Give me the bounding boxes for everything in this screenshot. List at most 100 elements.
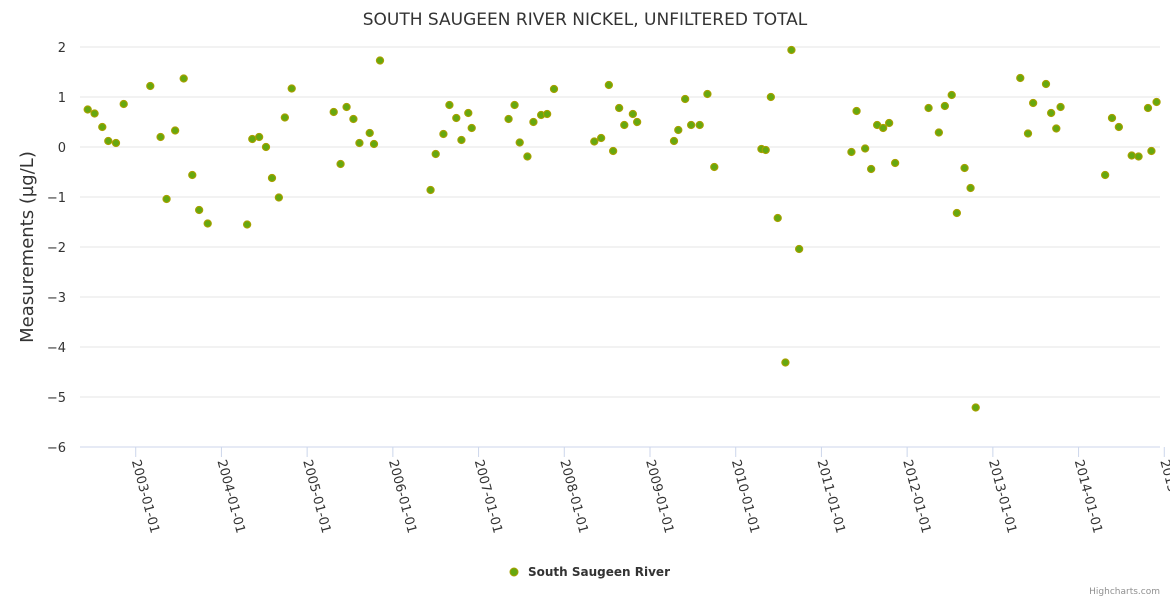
data-point[interactable] xyxy=(104,136,113,146)
data-point[interactable] xyxy=(680,94,690,104)
data-point[interactable] xyxy=(1052,124,1061,133)
data-point[interactable] xyxy=(329,107,338,117)
data-point[interactable] xyxy=(1114,122,1124,132)
data-point[interactable] xyxy=(1107,113,1117,123)
data-point[interactable] xyxy=(884,118,894,128)
data-point[interactable] xyxy=(1143,103,1153,113)
data-point[interactable] xyxy=(1147,146,1156,156)
data-point[interactable] xyxy=(515,138,524,147)
data-point[interactable] xyxy=(628,109,638,119)
data-point[interactable] xyxy=(280,113,290,122)
data-point[interactable] xyxy=(549,84,559,94)
data-point[interactable] xyxy=(542,109,552,119)
data-point[interactable] xyxy=(766,92,776,102)
data-point[interactable] xyxy=(267,173,277,183)
data-point[interactable] xyxy=(261,142,271,152)
data-point[interactable] xyxy=(960,163,969,173)
data-point[interactable] xyxy=(452,113,461,123)
data-point[interactable] xyxy=(194,205,204,215)
data-point[interactable] xyxy=(878,123,888,133)
data-point[interactable] xyxy=(947,90,956,100)
data-point[interactable] xyxy=(590,137,599,146)
data-point[interactable] xyxy=(445,100,454,110)
data-point[interactable] xyxy=(375,56,385,65)
data-point[interactable] xyxy=(604,80,614,90)
data-point[interactable] xyxy=(254,132,264,142)
data-point[interactable] xyxy=(966,183,975,193)
data-point[interactable] xyxy=(242,220,252,229)
data-point[interactable] xyxy=(703,89,712,99)
data-point[interactable] xyxy=(971,403,980,412)
data-point[interactable] xyxy=(761,145,770,155)
data-point[interactable] xyxy=(614,103,624,113)
data-point[interactable] xyxy=(365,128,374,138)
data-point[interactable] xyxy=(934,128,944,137)
data-point[interactable] xyxy=(431,149,440,159)
data-point[interactable] xyxy=(98,122,107,132)
data-point[interactable] xyxy=(111,138,121,148)
data-point[interactable] xyxy=(248,134,257,144)
data-point[interactable] xyxy=(686,120,696,130)
data-point[interactable] xyxy=(847,147,856,157)
data-point[interactable] xyxy=(852,106,861,116)
data-point[interactable] xyxy=(1023,129,1033,138)
data-point[interactable] xyxy=(529,117,538,127)
data-point[interactable] xyxy=(274,193,284,202)
data-point[interactable] xyxy=(890,158,900,168)
data-point[interactable] xyxy=(608,146,618,156)
data-point[interactable] xyxy=(464,108,473,118)
data-point[interactable] xyxy=(1041,79,1051,89)
data-point[interactable] xyxy=(188,170,197,180)
data-point[interactable] xyxy=(203,219,212,228)
data-point[interactable] xyxy=(940,101,950,111)
data-point[interactable] xyxy=(162,194,171,204)
data-point[interactable] xyxy=(426,185,435,195)
data-point[interactable] xyxy=(787,45,796,55)
data-point[interactable] xyxy=(342,102,351,112)
data-point[interactable] xyxy=(510,100,519,110)
data-point[interactable] xyxy=(1028,98,1038,108)
data-point[interactable] xyxy=(287,84,296,93)
legend-item-south-saugeen-river[interactable]: South Saugeen River xyxy=(528,565,670,579)
data-point[interactable] xyxy=(866,164,876,174)
data-point[interactable] xyxy=(90,109,99,118)
data-point[interactable] xyxy=(504,114,513,124)
data-point[interactable] xyxy=(467,123,476,133)
credits-link[interactable]: Highcharts.com xyxy=(1089,587,1160,597)
data-point[interactable] xyxy=(1056,102,1065,112)
data-point[interactable] xyxy=(83,105,92,114)
legend[interactable]: South Saugeen River xyxy=(509,565,670,579)
data-point[interactable] xyxy=(369,139,379,149)
data-point[interactable] xyxy=(1127,151,1136,160)
data-point[interactable] xyxy=(669,136,679,146)
data-point[interactable] xyxy=(620,120,629,130)
data-point[interactable] xyxy=(439,129,448,139)
data-point[interactable] xyxy=(146,81,155,91)
data-point[interactable] xyxy=(457,135,466,145)
data-point[interactable] xyxy=(1046,108,1056,118)
data-point[interactable] xyxy=(1100,170,1110,180)
data-point[interactable] xyxy=(1134,152,1143,161)
data-point[interactable] xyxy=(119,99,128,109)
data-point[interactable] xyxy=(156,132,165,142)
data-point[interactable] xyxy=(695,120,704,130)
data-point[interactable] xyxy=(355,138,364,148)
data-point[interactable] xyxy=(1016,73,1025,83)
data-point[interactable] xyxy=(523,152,532,161)
data-point[interactable] xyxy=(1152,97,1161,107)
data-point[interactable] xyxy=(179,74,188,83)
data-point[interactable] xyxy=(632,117,642,127)
data-point[interactable] xyxy=(952,208,962,218)
data-point[interactable] xyxy=(924,103,933,113)
data-point[interactable] xyxy=(710,162,719,172)
data-point[interactable] xyxy=(781,358,790,367)
data-point[interactable] xyxy=(860,144,870,153)
data-point[interactable] xyxy=(596,133,606,143)
data-point[interactable] xyxy=(349,114,358,124)
data-point[interactable] xyxy=(773,213,782,223)
data-point[interactable] xyxy=(170,126,180,135)
data-point[interactable] xyxy=(794,244,804,254)
data-point[interactable] xyxy=(336,159,345,169)
data-point[interactable] xyxy=(674,125,683,135)
